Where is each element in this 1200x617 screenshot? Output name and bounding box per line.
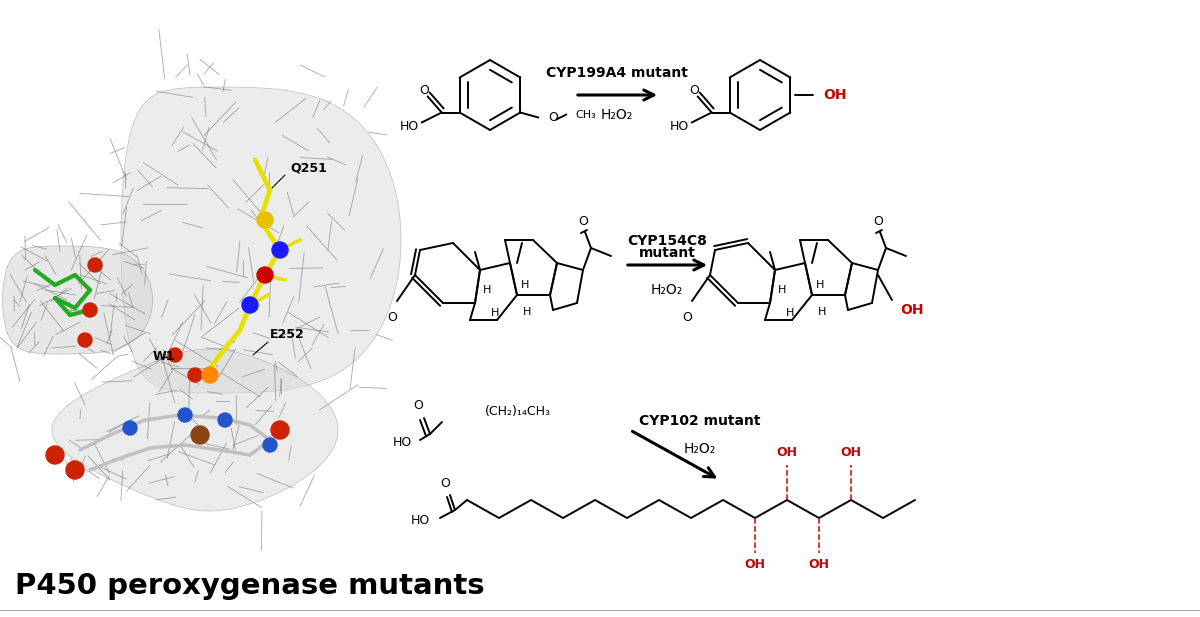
Text: O: O	[578, 215, 588, 228]
Circle shape	[257, 212, 274, 228]
Text: H: H	[482, 285, 491, 295]
Circle shape	[242, 297, 258, 313]
Text: O: O	[874, 215, 883, 228]
Text: H: H	[523, 307, 532, 317]
Text: O: O	[548, 111, 558, 124]
Circle shape	[78, 333, 92, 347]
Text: OH: OH	[840, 447, 862, 460]
Text: CYP102 mutant: CYP102 mutant	[640, 414, 761, 428]
Text: H₂O₂: H₂O₂	[650, 283, 683, 297]
Polygon shape	[121, 87, 401, 393]
Circle shape	[218, 413, 232, 427]
Text: H: H	[491, 308, 499, 318]
Text: OH: OH	[900, 303, 924, 317]
Text: HO: HO	[670, 120, 689, 133]
Text: P450 peroxygenase mutants: P450 peroxygenase mutants	[14, 572, 485, 600]
Text: O: O	[388, 311, 397, 324]
Circle shape	[188, 368, 202, 382]
Polygon shape	[52, 349, 338, 511]
Text: HO: HO	[392, 436, 412, 449]
Text: O: O	[682, 311, 692, 324]
Polygon shape	[2, 246, 152, 354]
Circle shape	[191, 426, 209, 444]
Text: H₂O₂: H₂O₂	[684, 442, 716, 456]
Text: mutant: mutant	[638, 246, 696, 260]
Text: E252: E252	[270, 328, 305, 341]
Text: O: O	[440, 477, 450, 490]
Text: OH: OH	[809, 558, 829, 571]
Text: H: H	[521, 280, 529, 290]
Text: HO: HO	[410, 513, 430, 526]
Text: HO: HO	[400, 120, 419, 133]
Circle shape	[272, 242, 288, 258]
Text: CYP199A4 mutant: CYP199A4 mutant	[546, 66, 688, 80]
Text: H: H	[778, 285, 786, 295]
Text: O: O	[413, 399, 422, 412]
Circle shape	[83, 303, 97, 317]
Circle shape	[257, 267, 274, 283]
Circle shape	[263, 438, 277, 452]
Circle shape	[271, 421, 289, 439]
Text: CH₃: CH₃	[575, 109, 596, 120]
Text: OH: OH	[823, 88, 846, 102]
Text: O: O	[419, 84, 428, 97]
Circle shape	[178, 408, 192, 422]
Circle shape	[168, 348, 182, 362]
Text: H: H	[816, 280, 824, 290]
Text: (CH₂)₁₄CH₃: (CH₂)₁₄CH₃	[485, 405, 551, 418]
Text: CYP154C8: CYP154C8	[628, 234, 707, 248]
Circle shape	[88, 258, 102, 272]
Text: H: H	[786, 308, 794, 318]
Text: OH: OH	[776, 447, 798, 460]
Text: O: O	[689, 84, 698, 97]
Text: H₂O₂: H₂O₂	[601, 108, 634, 122]
Text: Q251: Q251	[290, 162, 326, 175]
Text: OH: OH	[744, 558, 766, 571]
Circle shape	[124, 421, 137, 435]
Text: H: H	[818, 307, 826, 317]
Circle shape	[66, 461, 84, 479]
Circle shape	[46, 446, 64, 464]
Circle shape	[202, 367, 218, 383]
Text: W1: W1	[154, 350, 175, 363]
